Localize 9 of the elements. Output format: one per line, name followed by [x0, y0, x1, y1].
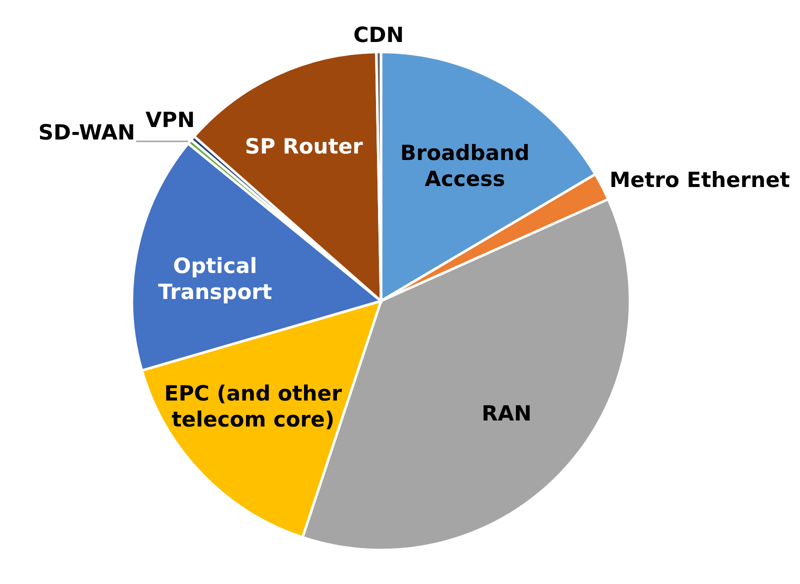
- slice-label: Broadband Access: [400, 140, 530, 191]
- slice-label: CDN: [353, 23, 404, 48]
- slice-label: RAN: [482, 402, 532, 426]
- slice-label: SD-WAN: [38, 120, 136, 144]
- slice-label: VPN: [146, 108, 195, 132]
- slice-label: Optical Transport: [158, 254, 272, 304]
- slice-label: Metro Ethernet: [609, 168, 790, 192]
- slice-label: EPC (and other telecom core): [164, 381, 342, 432]
- slice-label: SP Router: [244, 134, 364, 158]
